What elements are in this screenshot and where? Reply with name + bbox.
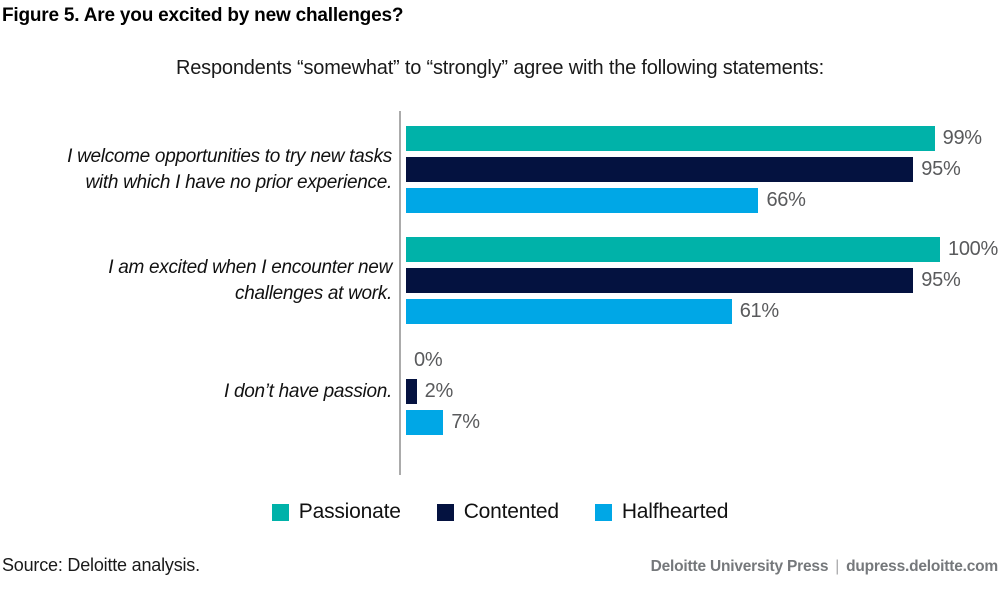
bar-contented xyxy=(406,379,417,404)
bar-stack: 99% 95% 66% xyxy=(406,126,1000,213)
bar-group: I welcome opportunities to try new tasks… xyxy=(0,126,1000,213)
bar-row: 66% xyxy=(406,188,1000,213)
bar-row: 95% xyxy=(406,157,1000,182)
bar-row: 7% xyxy=(406,410,1000,435)
legend-swatch-icon xyxy=(271,503,289,521)
bar-halfhearted xyxy=(406,188,759,213)
bar-value-label: 66% xyxy=(766,189,806,211)
bar-chart: I welcome opportunities to try new tasks… xyxy=(0,111,1000,475)
bar-row: 100% xyxy=(406,237,1000,262)
legend-item: Contented xyxy=(436,500,559,524)
bar-passionate xyxy=(406,126,935,151)
category-label: I don’t have passion. xyxy=(224,380,392,402)
bar-value-label: 0% xyxy=(414,349,443,371)
bar-passionate xyxy=(406,237,940,262)
y-axis-line xyxy=(399,111,401,475)
bar-row: 2% xyxy=(406,379,1000,404)
bar-value-label: 95% xyxy=(921,269,961,291)
legend-label: Contented xyxy=(463,500,559,523)
publisher-name: Deloitte University Press xyxy=(650,558,829,575)
bar-contented xyxy=(406,268,914,293)
bar-value-label: 2% xyxy=(424,380,454,402)
bar-row: 95% xyxy=(406,268,1000,293)
bar-group: I am excited when I encounter new challe… xyxy=(0,237,1000,324)
legend-item: Passionate xyxy=(271,500,401,524)
category-label: I am excited when I encounter new challe… xyxy=(108,257,392,304)
source-note: Source: Deloitte analysis. xyxy=(2,555,200,575)
bar-contented xyxy=(406,157,914,182)
bar-value-label: 7% xyxy=(451,411,480,433)
bar-halfhearted xyxy=(406,410,444,435)
publisher-site: dupress.deloitte.com xyxy=(846,558,998,575)
legend-swatch-icon xyxy=(436,503,454,521)
figure-title: Figure 5. Are you excited by new challen… xyxy=(2,5,404,26)
publisher-credit: Deloitte University Press | dupress.deloit… xyxy=(650,558,999,576)
legend-item: Halfhearted xyxy=(594,500,729,524)
chart-legend: Passionate Contented Halfhearted xyxy=(0,500,1000,524)
bar-value-label: 99% xyxy=(942,127,982,149)
legend-label: Halfhearted xyxy=(621,500,729,523)
bar-stack: 0% 2% 7% xyxy=(406,348,1000,435)
footer-separator: | xyxy=(835,558,840,575)
bar-row: 99% xyxy=(406,126,1000,151)
legend-label: Passionate xyxy=(298,500,401,523)
bar-value-label: 100% xyxy=(948,238,998,260)
bar-stack: 100% 95% 61% xyxy=(406,237,1000,324)
bar-row: 61% xyxy=(406,299,1000,324)
category-label: I welcome opportunities to try new tasks… xyxy=(67,146,392,193)
bar-group: I don’t have passion. 0% 2% 7% xyxy=(0,348,1000,435)
legend-swatch-icon xyxy=(594,503,612,521)
bar-groups: I welcome opportunities to try new tasks… xyxy=(0,126,1000,435)
figure-subtitle: Respondents “somewhat” to “strongly” agr… xyxy=(176,57,824,79)
bar-row: 0% xyxy=(406,348,1000,373)
bar-value-label: 61% xyxy=(739,300,779,322)
bar-halfhearted xyxy=(406,299,732,324)
bar-value-label: 95% xyxy=(921,158,961,180)
